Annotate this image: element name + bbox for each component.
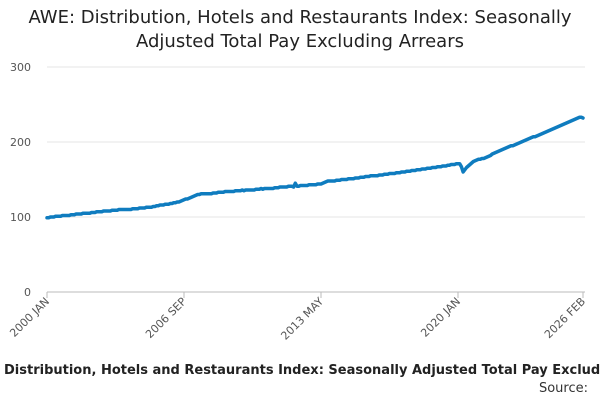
chart-title: AWE: Distribution, Hotels and Restaurant… <box>28 7 572 52</box>
y-tick-label: 200 <box>10 136 31 149</box>
y-tick-label: 300 <box>10 61 31 74</box>
y-tick-label: 100 <box>10 211 31 224</box>
x-tick-label: 2000 JAN <box>7 295 52 340</box>
y-tick-label: 0 <box>24 286 31 299</box>
line <box>45 115 585 220</box>
x-tick-label: 2026 FEB <box>542 295 588 341</box>
source: Source: <box>538 381 588 396</box>
x-tick-label: 2006 SEP <box>143 295 189 341</box>
x-tick-label: 2020 JAN <box>418 295 463 340</box>
x-tick-label: 2013 MAY <box>278 295 326 343</box>
caption: Distribution, Hotels and Restaurants Ind… <box>4 363 600 378</box>
